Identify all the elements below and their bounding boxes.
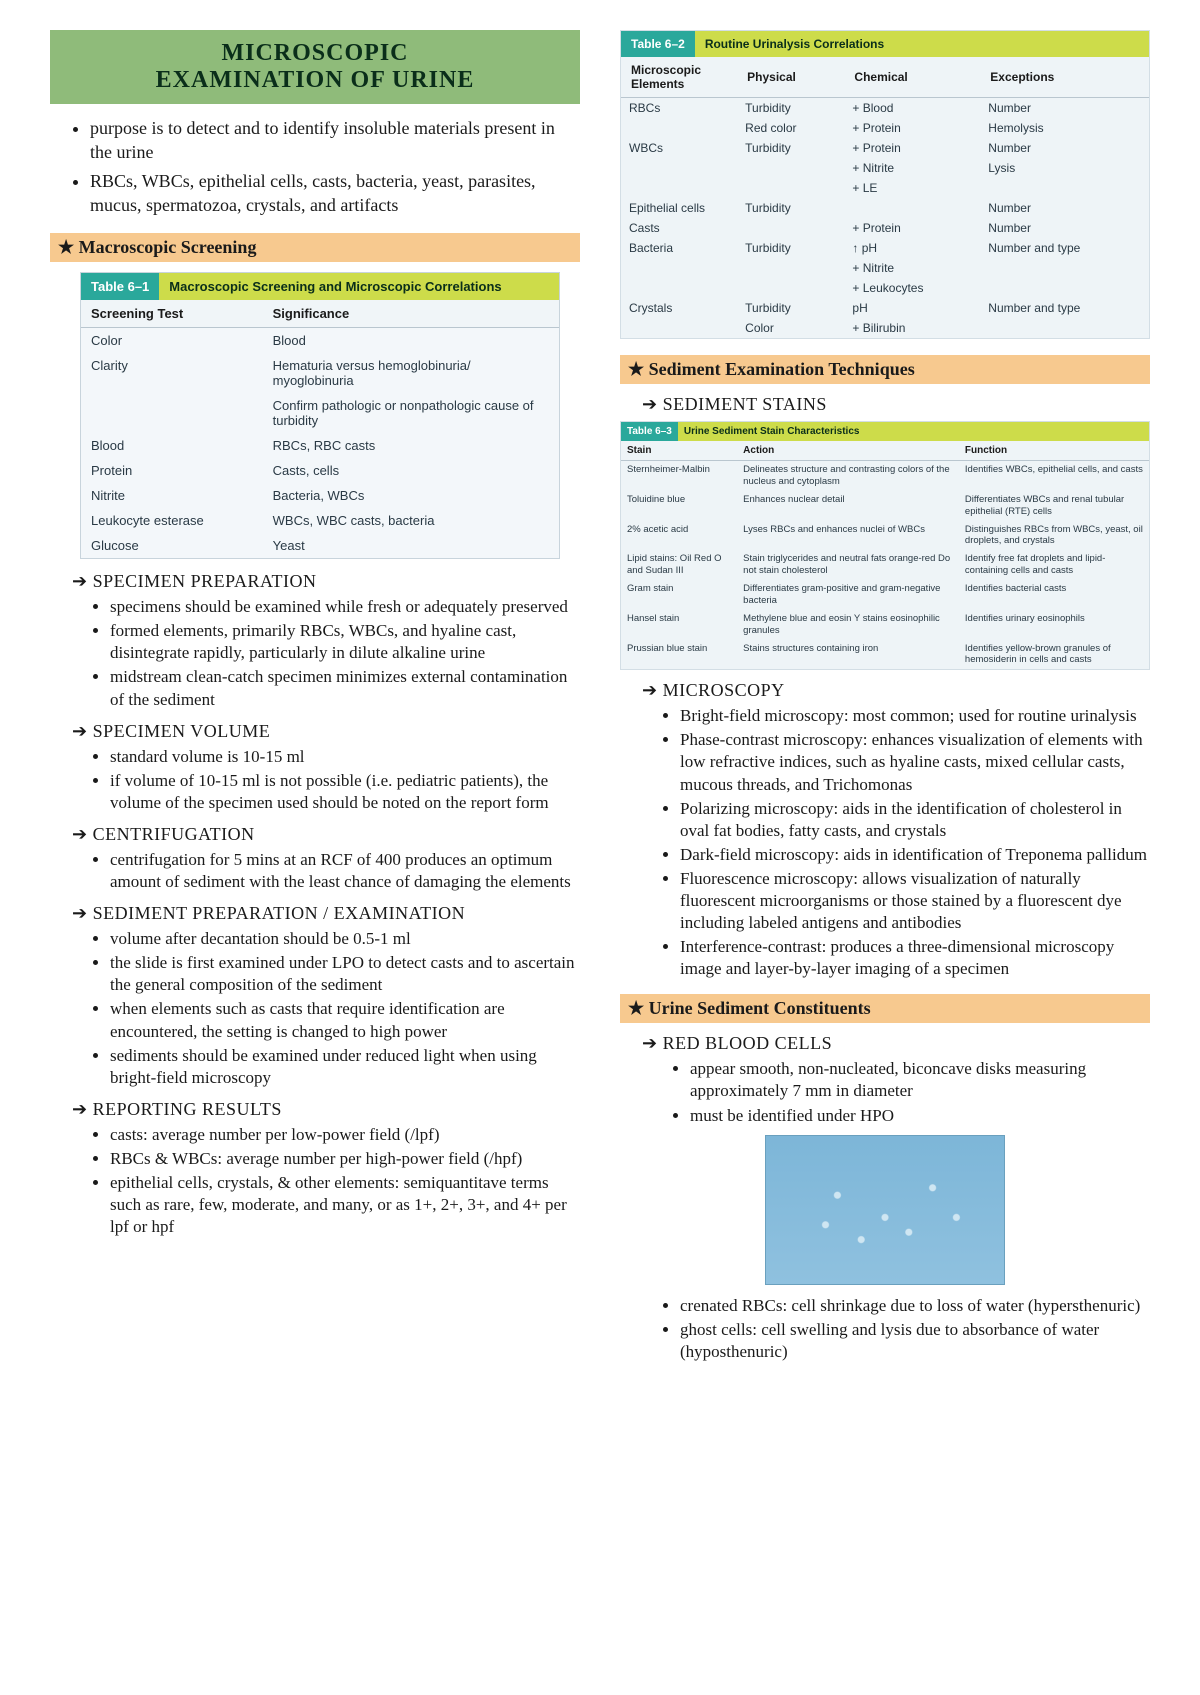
table-row: + NitriteLysis bbox=[621, 158, 1149, 178]
table-6-1: Table 6–1 Macroscopic Screening and Micr… bbox=[80, 272, 560, 559]
list-item: Fluorescence microscopy: allows visualiz… bbox=[680, 868, 1150, 934]
intro-list: purpose is to detect and to identify ins… bbox=[50, 116, 580, 217]
table-row: Hansel stainMethylene blue and eosin Y s… bbox=[621, 610, 1149, 640]
subhead-specimen-volume: SPECIMEN VOLUME bbox=[72, 721, 580, 742]
col-head: Microscopic Elements bbox=[621, 57, 737, 98]
table-row: WBCsTurbidity+ ProteinNumber bbox=[621, 138, 1149, 158]
col-head: Exceptions bbox=[980, 57, 1149, 98]
title-line-1: MICROSCOPIC bbox=[221, 40, 408, 66]
list-item: centrifugation for 5 mins at an RCF of 4… bbox=[110, 849, 580, 893]
list-item: midstream clean-catch specimen minimizes… bbox=[110, 666, 580, 710]
specimen-prep-list: specimens should be examined while fresh… bbox=[50, 596, 580, 710]
list-item: Interference-contrast: produces a three-… bbox=[680, 936, 1150, 980]
table-tag: Table 6–1 bbox=[81, 273, 159, 300]
col-head: Action bbox=[737, 441, 959, 461]
table-row: Gram stainDifferentiates gram-positive a… bbox=[621, 580, 1149, 610]
table-row: BloodRBCs, RBC casts bbox=[81, 433, 559, 458]
list-item: when elements such as casts that require… bbox=[110, 998, 580, 1042]
list-item: epithelial cells, crystals, & other elem… bbox=[110, 1172, 580, 1238]
table-tag: Table 6–3 bbox=[621, 422, 678, 441]
list-item: casts: average number per low-power fiel… bbox=[110, 1124, 580, 1146]
table-row: ColorBlood bbox=[81, 328, 559, 354]
col-head: Significance bbox=[263, 300, 559, 328]
table-6-3: Table 6–3 Urine Sediment Stain Character… bbox=[620, 421, 1150, 670]
table-row: Leukocyte esteraseWBCs, WBC casts, bacte… bbox=[81, 508, 559, 533]
subhead-centrifugation: CENTRIFUGATION bbox=[72, 824, 580, 845]
centrifugation-list: centrifugation for 5 mins at an RCF of 4… bbox=[50, 849, 580, 893]
rbc-list-b: crenated RBCs: cell shrinkage due to los… bbox=[620, 1295, 1150, 1363]
list-item: standard volume is 10-15 ml bbox=[110, 746, 580, 768]
microscopy-list: Bright-field microscopy: most common; us… bbox=[620, 705, 1150, 980]
table-row: Confirm pathologic or nonpathologic caus… bbox=[81, 393, 559, 433]
table-row: + LE bbox=[621, 178, 1149, 198]
sediment-prep-list: volume after decantation should be 0.5-1… bbox=[50, 928, 580, 1089]
col-head: Stain bbox=[621, 441, 737, 461]
list-item: crenated RBCs: cell shrinkage due to los… bbox=[680, 1295, 1150, 1317]
table-row: + Nitrite bbox=[621, 258, 1149, 278]
table-row: RBCsTurbidity+ BloodNumber bbox=[621, 98, 1149, 119]
table-title: Urine Sediment Stain Characteristics bbox=[678, 422, 1149, 441]
table-row: Epithelial cellsTurbidityNumber bbox=[621, 198, 1149, 218]
col-head: Function bbox=[959, 441, 1149, 461]
list-item: sediments should be examined under reduc… bbox=[110, 1045, 580, 1089]
section-sediment-exam: Sediment Examination Techniques bbox=[620, 355, 1150, 384]
table-row: Casts+ ProteinNumber bbox=[621, 218, 1149, 238]
section-macroscopic: Macroscopic Screening bbox=[50, 233, 580, 262]
specimen-volume-list: standard volume is 10-15 ml if volume of… bbox=[50, 746, 580, 814]
table-row: Red color+ ProteinHemolysis bbox=[621, 118, 1149, 138]
table-row: 2% acetic acidLyses RBCs and enhances nu… bbox=[621, 521, 1149, 551]
intro-item: purpose is to detect and to identify ins… bbox=[90, 116, 580, 165]
list-item: Polarizing microscopy: aids in the ident… bbox=[680, 798, 1150, 842]
table-6-2: Table 6–2 Routine Urinalysis Correlation… bbox=[620, 30, 1150, 339]
table-row: Prussian blue stainStains structures con… bbox=[621, 640, 1149, 670]
table-row: BacteriaTurbidity↑ pHNumber and type bbox=[621, 238, 1149, 258]
table-row: NitriteBacteria, WBCs bbox=[81, 483, 559, 508]
table-tag: Table 6–2 bbox=[621, 31, 695, 57]
col-head: Screening Test bbox=[81, 300, 263, 328]
table-row: Toluidine blueEnhances nuclear detailDif… bbox=[621, 491, 1149, 521]
page-title: MICROSCOPIC EXAMINATION OF URINE bbox=[50, 30, 580, 104]
intro-item: RBCs, WBCs, epithelial cells, casts, bac… bbox=[90, 169, 580, 218]
table-row: ClarityHematuria versus hemoglobinuria/ … bbox=[81, 353, 559, 393]
subhead-rbc: RED BLOOD CELLS bbox=[642, 1033, 1150, 1054]
table-row: Color+ Bilirubin bbox=[621, 318, 1149, 338]
table-title: Macroscopic Screening and Microscopic Co… bbox=[159, 273, 559, 300]
table-row: CrystalsTurbiditypHNumber and type bbox=[621, 298, 1149, 318]
col-head: Chemical bbox=[844, 57, 980, 98]
list-item: specimens should be examined while fresh… bbox=[110, 596, 580, 618]
rbc-micrograph-image bbox=[765, 1135, 1005, 1285]
subhead-sediment-prep: SEDIMENT PREPARATION / EXAMINATION bbox=[72, 903, 580, 924]
list-item: appear smooth, non-nucleated, biconcave … bbox=[690, 1058, 1150, 1102]
list-item: Dark-field microscopy: aids in identific… bbox=[680, 844, 1150, 866]
list-item: volume after decantation should be 0.5-1… bbox=[110, 928, 580, 950]
table-row: ProteinCasts, cells bbox=[81, 458, 559, 483]
subhead-reporting: REPORTING RESULTS bbox=[72, 1099, 580, 1120]
list-item: formed elements, primarily RBCs, WBCs, a… bbox=[110, 620, 580, 664]
table-row: GlucoseYeast bbox=[81, 533, 559, 558]
subhead-microscopy: MICROSCOPY bbox=[642, 680, 1150, 701]
table-row: Sternheimer-MalbinDelineates structure a… bbox=[621, 461, 1149, 491]
table-row: + Leukocytes bbox=[621, 278, 1149, 298]
col-head: Physical bbox=[737, 57, 844, 98]
section-constituents: Urine Sediment Constituents bbox=[620, 994, 1150, 1023]
reporting-list: casts: average number per low-power fiel… bbox=[50, 1124, 580, 1238]
subhead-specimen-prep: SPECIMEN PREPARATION bbox=[72, 571, 580, 592]
list-item: Phase-contrast microscopy: enhances visu… bbox=[680, 729, 1150, 795]
list-item: must be identified under HPO bbox=[690, 1105, 1150, 1127]
list-item: ghost cells: cell swelling and lysis due… bbox=[680, 1319, 1150, 1363]
title-line-2: EXAMINATION OF URINE bbox=[156, 67, 475, 93]
subhead-stains: SEDIMENT STAINS bbox=[642, 394, 1150, 415]
list-item: if volume of 10-15 ml is not possible (i… bbox=[110, 770, 580, 814]
list-item: the slide is first examined under LPO to… bbox=[110, 952, 580, 996]
list-item: RBCs & WBCs: average number per high-pow… bbox=[110, 1148, 580, 1170]
rbc-list-a: appear smooth, non-nucleated, biconcave … bbox=[620, 1058, 1150, 1126]
list-item: Bright-field microscopy: most common; us… bbox=[680, 705, 1150, 727]
table-row: Lipid stains: Oil Red O and Sudan IIISta… bbox=[621, 550, 1149, 580]
table-title: Routine Urinalysis Correlations bbox=[695, 31, 1149, 57]
